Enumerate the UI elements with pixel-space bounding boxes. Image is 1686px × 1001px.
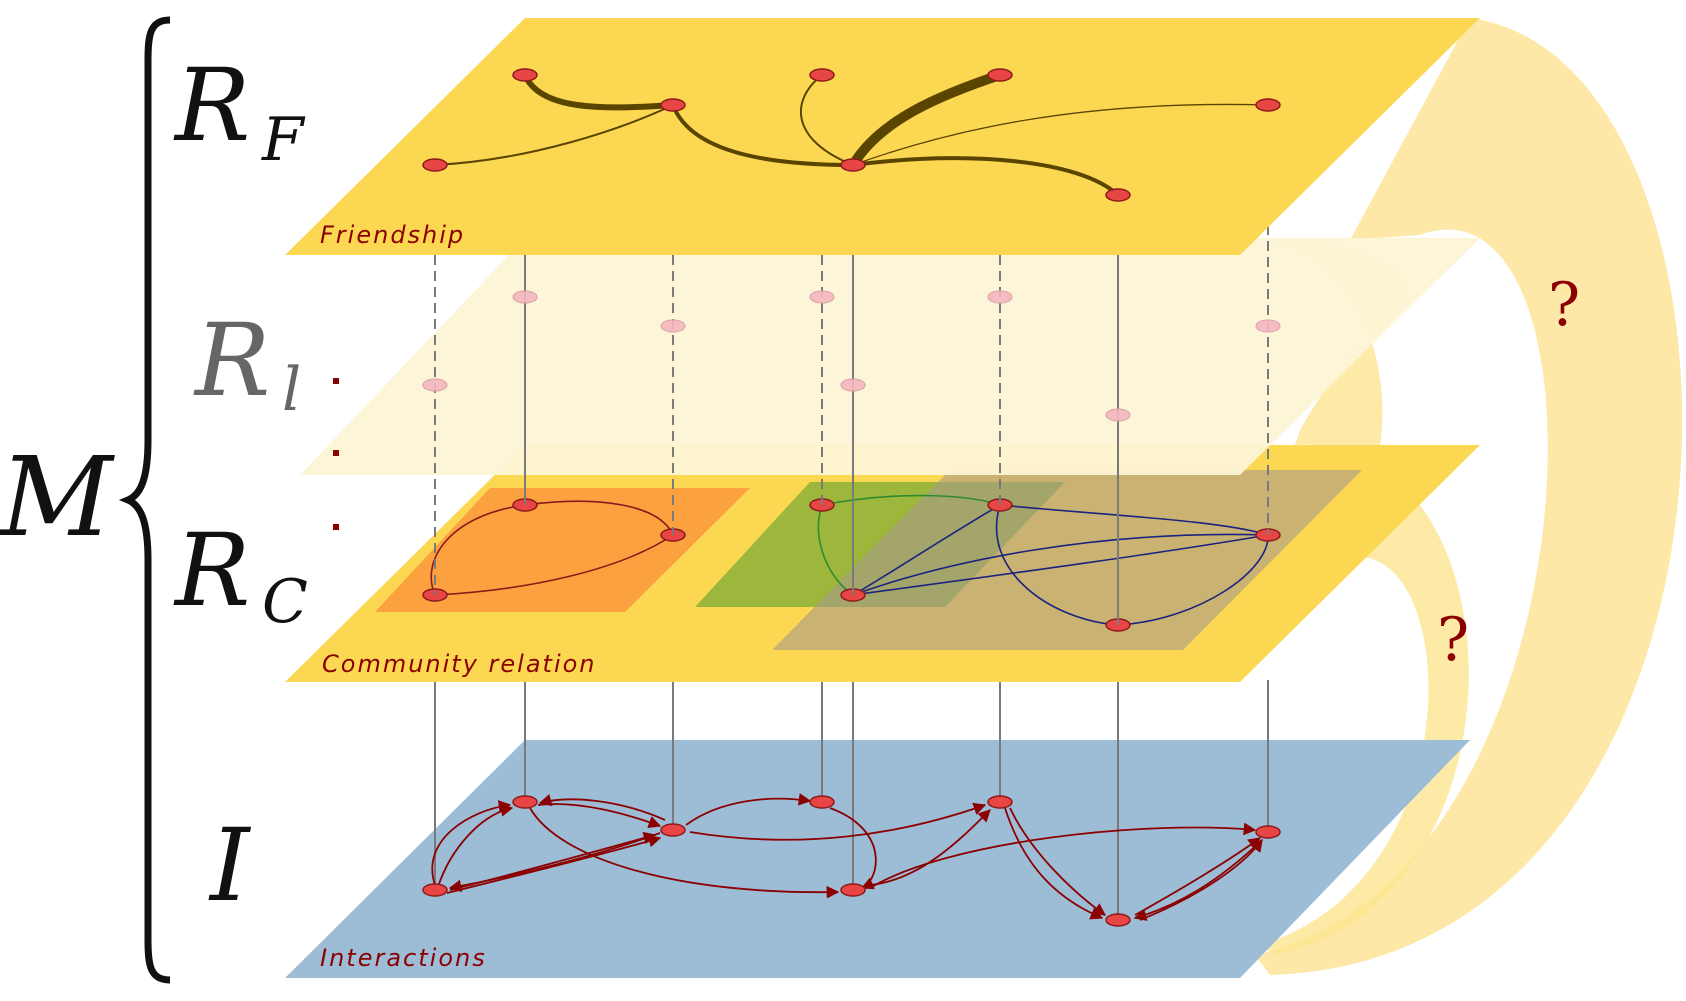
svg-text:l: l [282, 355, 301, 425]
interaction-label: I [208, 807, 252, 924]
community-layer-name: Community relation [322, 650, 597, 678]
outer-return-arrow [1255, 18, 1683, 975]
friendship-node [422, 158, 448, 172]
inter-layer-links-lower [434, 680, 1269, 918]
friendship-layer-name: Friendship [320, 221, 465, 249]
l-layer-label: R l [193, 302, 301, 425]
svg-text:F: F [261, 105, 306, 175]
interaction-node [987, 795, 1013, 809]
interaction-node [512, 795, 538, 809]
intermediate-nodes [422, 290, 1281, 422]
interaction-edges [431, 793, 1263, 921]
community-group-tan [772, 470, 1362, 650]
friendship-node [1105, 188, 1131, 202]
multiplex-symbol: M [0, 433, 115, 561]
intermediate-layer [300, 238, 1480, 475]
ellipsis-dots [333, 378, 339, 530]
interaction-node [809, 795, 835, 809]
friendship-node [840, 158, 866, 172]
friendship-label: R F [173, 47, 306, 175]
friendship-nodes [422, 68, 1281, 202]
intermediate-node [660, 319, 686, 333]
interaction-node [660, 823, 686, 837]
intermediate-node [1255, 319, 1281, 333]
friendship-edges [434, 70, 1269, 197]
intermediate-node [1105, 408, 1131, 422]
friendship-node [1255, 98, 1281, 112]
interaction-node [422, 883, 448, 897]
svg-text:R: R [173, 512, 250, 629]
intermediate-node [987, 290, 1013, 304]
interaction-node [840, 883, 866, 897]
friendship-node [512, 68, 538, 82]
community-label: R C [173, 512, 308, 637]
question-mark-bottom: ? [1437, 605, 1469, 675]
svg-text:R: R [193, 302, 270, 419]
friendship-node [660, 98, 686, 112]
multiplex-brace [118, 16, 171, 984]
question-mark-top: ? [1548, 270, 1580, 340]
svg-text:R: R [173, 47, 250, 164]
friendship-node [809, 68, 835, 82]
interactions-layer-name: Interactions [320, 944, 487, 972]
intermediate-node [809, 290, 835, 304]
intermediate-node [422, 378, 448, 392]
intermediate-node [512, 290, 538, 304]
svg-text:C: C [262, 567, 308, 637]
interaction-node [1105, 913, 1131, 927]
community-group-orange [375, 488, 750, 612]
community-edges [430, 494, 1269, 626]
intermediate-node [840, 378, 866, 392]
interaction-node [1255, 825, 1281, 839]
interaction-nodes [422, 795, 1281, 927]
friendship-node [987, 68, 1013, 82]
